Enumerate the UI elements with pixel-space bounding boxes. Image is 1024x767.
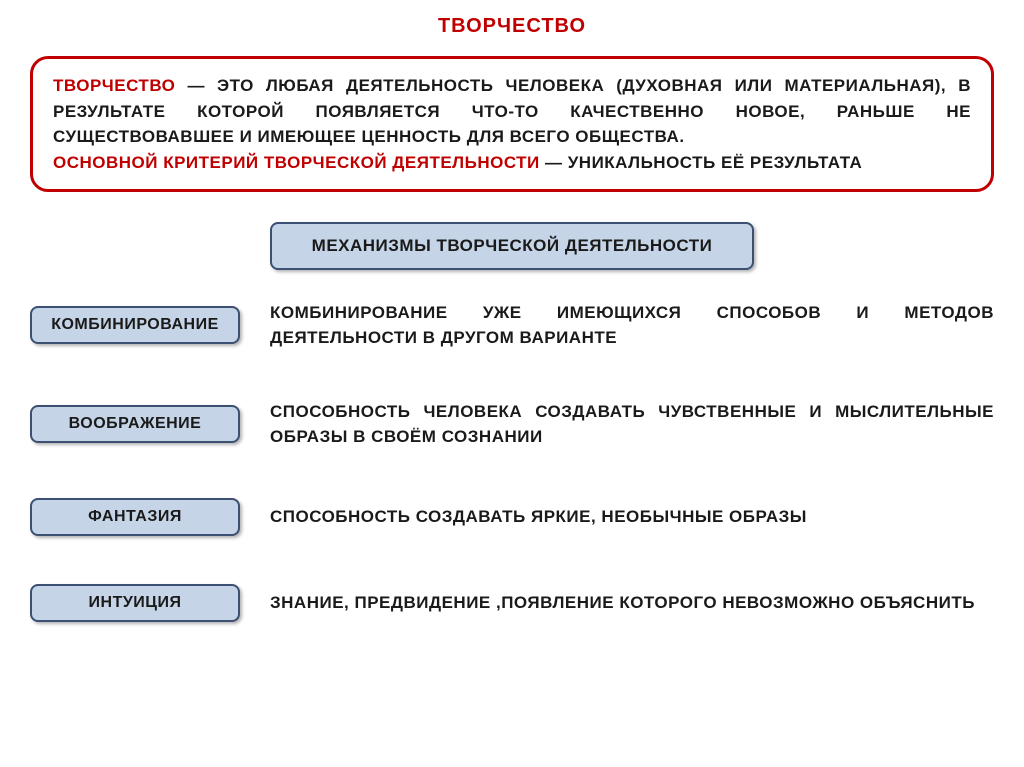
mechanism-label: КОМБИНИРОВАНИЕ [30, 306, 240, 344]
mechanism-label: ИНТУИЦИЯ [30, 584, 240, 622]
definition-box: ТВОРЧЕСТВО — ЭТО ЛЮБАЯ ДЕЯТЕЛЬНОСТЬ ЧЕЛО… [30, 56, 994, 192]
definition-body-1: — ЭТО ЛЮБАЯ ДЕЯТЕЛЬНОСТЬ ЧЕЛОВЕКА (ДУХОВ… [53, 76, 971, 146]
mechanism-label: ВООБРАЖЕНИЕ [30, 405, 240, 443]
mechanism-description: ЗНАНИЕ, ПРЕДВИДЕНИЕ ,ПОЯВЛЕНИЕ КОТОРОГО … [270, 590, 994, 616]
mechanism-description: СПОСОБНОСТЬ ЧЕЛОВЕКА СОЗДАВАТЬ ЧУВСТВЕНН… [270, 399, 994, 450]
subheading-box: МЕХАНИЗМЫ ТВОРЧЕСКОЙ ДЕЯТЕЛЬНОСТИ [270, 222, 755, 270]
mechanism-row: ВООБРАЖЕНИЕ СПОСОБНОСТЬ ЧЕЛОВЕКА СОЗДАВАТ… [30, 399, 994, 450]
mechanisms-list: КОМБИНИРОВАНИЕ КОМБИНИРОВАНИЕ УЖЕ ИМЕЮЩИХ… [30, 300, 994, 622]
mechanism-description: КОМБИНИРОВАНИЕ УЖЕ ИМЕЮЩИХСЯ СПОСОБОВ И … [270, 300, 994, 351]
mechanism-row: ИНТУИЦИЯ ЗНАНИЕ, ПРЕДВИДЕНИЕ ,ПОЯВЛЕНИЕ К… [30, 584, 994, 622]
mechanism-row: КОМБИНИРОВАНИЕ КОМБИНИРОВАНИЕ УЖЕ ИМЕЮЩИХ… [30, 300, 994, 351]
subheading-text: МЕХАНИЗМЫ ТВОРЧЕСКОЙ ДЕЯТЕЛЬНОСТИ [312, 236, 713, 255]
mechanism-row: ФАНТАЗИЯ СПОСОБНОСТЬ СОЗДАВАТЬ ЯРКИЕ, НЕО… [30, 498, 994, 536]
definition-text: ТВОРЧЕСТВО — ЭТО ЛЮБАЯ ДЕЯТЕЛЬНОСТЬ ЧЕЛО… [53, 73, 971, 175]
page-title: ТВОРЧЕСТВО [30, 15, 994, 38]
definition-term-1: ТВОРЧЕСТВО [53, 76, 175, 95]
mechanism-label: ФАНТАЗИЯ [30, 498, 240, 536]
definition-body-2: — УНИКАЛЬНОСТЬ ЕЁ РЕЗУЛЬТАТА [540, 153, 863, 172]
mechanism-description: СПОСОБНОСТЬ СОЗДАВАТЬ ЯРКИЕ, НЕОБЫЧНЫЕ О… [270, 504, 994, 530]
definition-term-2: ОСНОВНОЙ КРИТЕРИЙ ТВОРЧЕСКОЙ ДЕЯТЕЛЬНОСТ… [53, 153, 540, 172]
